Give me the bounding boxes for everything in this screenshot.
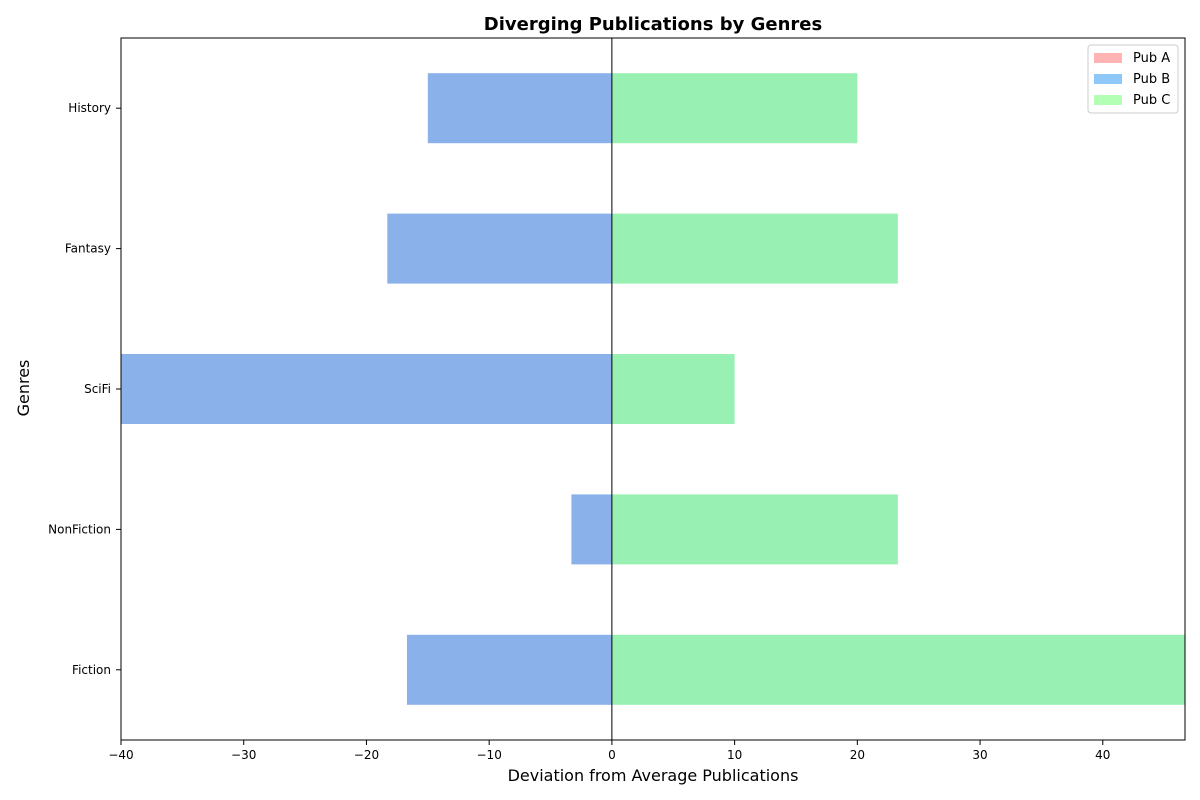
y-tick-label: Fantasy [65,242,111,256]
y-tick-label: History [68,101,111,115]
legend-swatch-pub-b [1094,74,1122,84]
bars-layer [121,73,1185,705]
bar-pub-c-fantasy [611,213,898,284]
x-tick-label: −10 [477,748,502,762]
bar-pub-b-nonfiction [571,494,612,565]
x-tick-label: −40 [108,748,133,762]
legend-label-pub-b: Pub B [1133,72,1170,87]
y-axis-label: Genres [14,360,33,417]
y-tick-label: SciFi [84,382,111,396]
legend-label-pub-c: Pub C [1133,93,1170,108]
x-axis-label: Deviation from Average Publications [508,766,799,785]
legend-swatch-pub-a [1094,53,1122,63]
legend: Pub A Pub B Pub C [1087,44,1179,114]
bar-pub-b-history [427,73,612,144]
x-tick-label: 10 [727,748,742,762]
bar-pub-b-fiction [406,634,612,705]
legend-swatch-pub-c [1094,95,1122,105]
x-tick-label: −20 [354,748,379,762]
bar-pub-b-scifi [121,354,612,424]
x-tick-label: 20 [850,748,865,762]
x-tick-label: 30 [972,748,987,762]
bar-pub-c-fiction [611,634,1185,705]
bar-pub-b-fantasy [387,213,612,284]
y-tick-label: Fiction [72,663,111,677]
bar-pub-c-nonfiction [611,494,898,565]
chart-title: Diverging Publications by Genres [484,14,822,35]
x-tick-label: 0 [608,748,616,762]
x-tick-label: 40 [1095,748,1110,762]
legend-label-pub-a: Pub A [1133,51,1170,66]
bar-pub-c-history [611,73,858,144]
y-axis: Fiction NonFiction SciFi Fantasy History [48,101,121,677]
x-tick-label: −30 [231,748,256,762]
y-tick-label: NonFiction [48,522,111,536]
x-axis: −40 −30 −20 −10 0 10 20 30 40 [108,740,1110,762]
bar-pub-c-scifi [611,354,735,424]
